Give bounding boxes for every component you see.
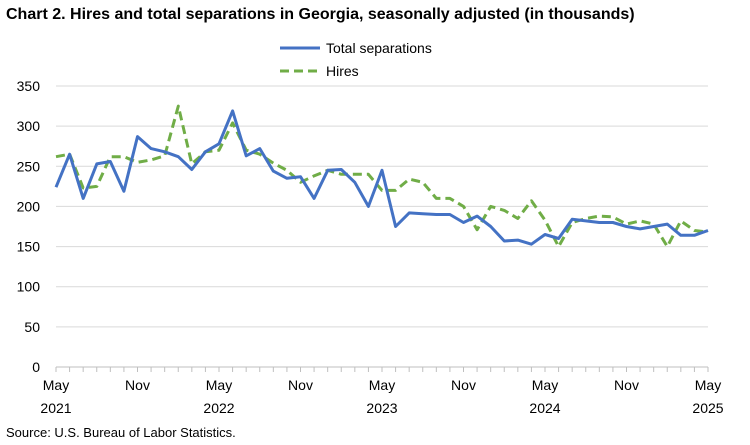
x-tick-label-2024-05: May [532,377,558,393]
x-tick-label-2023-11: Nov [451,377,476,393]
gridlines [56,85,708,328]
legend-label-hires: Hires [326,63,359,79]
x-tick-label-2023-05: May [369,377,395,393]
y-tick-label-0: 0 [32,359,40,375]
x-tick-label-2022-05: May [206,377,232,393]
series-line-total-separations [54,109,709,246]
y-tick-label-200: 200 [17,198,41,214]
x-tick-label-2021-11: Nov [125,377,150,393]
x-tick-year-2024: 2024 [529,400,560,416]
series-line-hires [55,104,709,249]
x-tick-year-2021: 2021 [40,400,71,416]
x-tick-year-2023: 2023 [366,400,397,416]
legend-label-total-separations: Total separations [326,40,432,56]
x-tick-label-2022-11: Nov [288,377,313,393]
legend: Total separations Hires [280,40,432,79]
series-lines [54,104,709,249]
y-axis-tick-labels: 0 50 100 150 200 250 300 350 [17,78,41,375]
x-axis-tick-labels: May 2021 Nov May 2022 Nov May 2023 Nov May 2024 Nov… [40,377,723,416]
source-note: Source: U.S. Bureau of Labor Statistics. [6,425,236,440]
x-tick-label-2021-05: May [43,377,69,393]
y-tick-label-350: 350 [17,78,41,94]
y-tick-label-150: 150 [17,239,41,255]
y-tick-label-250: 250 [17,158,41,174]
x-tick-year-2025: 2025 [692,400,723,416]
y-tick-label-50: 50 [24,319,40,335]
x-tick-year-2022: 2022 [203,400,234,416]
y-tick-label-300: 300 [17,118,41,134]
x-tick-label-2025-05: May [695,377,721,393]
x-tick-label-2024-11: Nov [614,377,639,393]
y-tick-label-100: 100 [17,279,41,295]
axes [55,366,709,372]
chart-title: Chart 2. Hires and total separations in … [6,6,635,23]
